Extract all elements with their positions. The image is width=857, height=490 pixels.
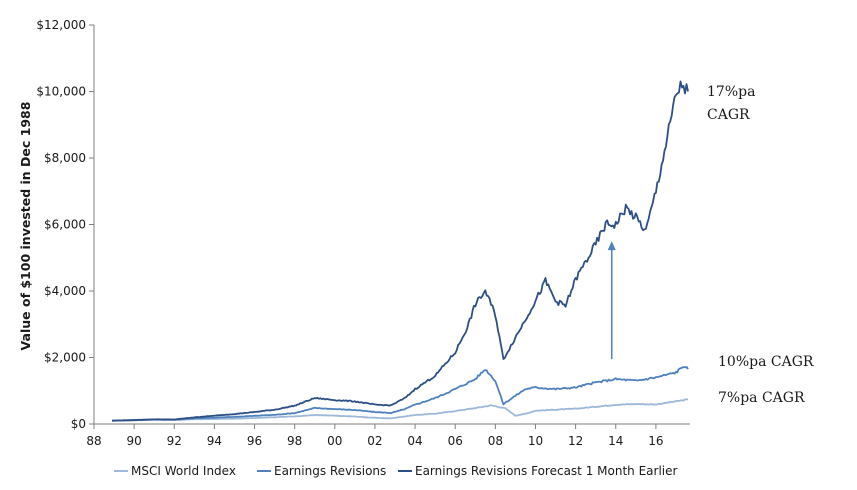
annotation-layer: 17%pa CAGR 10%pa CAGR 7%pa CAGR: [707, 84, 814, 406]
x-tick-label: 02: [367, 434, 382, 448]
legend-label: Earnings Revisions: [274, 464, 386, 478]
y-tick-label: $10,000: [36, 85, 86, 99]
arrow-layer: [607, 241, 616, 360]
x-tick-label: 00: [327, 434, 342, 448]
x-axis: 88 90 92 94 96 98 00 02 04 06 08 10 12 14 16: [86, 423, 690, 448]
x-tick-label: 16: [648, 434, 663, 448]
series-line: [112, 398, 688, 422]
x-tick-label: 08: [488, 434, 503, 448]
x-tick-label: 12: [568, 434, 583, 448]
annotation-label: CAGR: [707, 107, 750, 123]
x-tick-label: 10: [528, 434, 543, 448]
series-line: [112, 80, 689, 422]
y-tick-label: $2,000: [44, 351, 86, 365]
series-layer: [112, 80, 689, 422]
x-tick-label: 04: [407, 434, 422, 448]
y-tick-label: $12,000: [36, 18, 86, 32]
y-axis: $0 $2,000 $4,000 $6,000 $8,000 $10,000 $12,000: [36, 18, 95, 431]
series-line: [112, 366, 689, 422]
x-tick-label: 94: [207, 434, 222, 448]
y-axis-label: Value of $100 invested in Dec 1988: [18, 102, 33, 351]
arrow-head: [607, 241, 616, 251]
annotation-label: 17%pa: [707, 84, 755, 100]
annotation-label: 7%pa CAGR: [718, 390, 805, 406]
x-tick-label: 14: [608, 434, 623, 448]
x-tick-label: 96: [247, 434, 262, 448]
legend: MSCI World Index Earnings Revisions Earnin…: [114, 464, 677, 478]
legend-label: Earnings Revisions Forecast 1 Month Earl…: [415, 464, 677, 478]
annotation-label: 10%pa CAGR: [718, 354, 814, 370]
y-tick-label: $6,000: [44, 218, 86, 232]
x-tick-label: 92: [167, 434, 182, 448]
legend-label: MSCI World Index: [131, 464, 236, 478]
x-tick-label: 90: [126, 434, 141, 448]
y-tick-label: $8,000: [44, 151, 86, 165]
y-tick-label: $4,000: [44, 284, 86, 298]
y-tick-label: $0: [71, 417, 86, 431]
x-tick-label: 06: [448, 434, 463, 448]
x-tick-label: 88: [86, 434, 101, 448]
x-tick-label: 98: [287, 434, 302, 448]
